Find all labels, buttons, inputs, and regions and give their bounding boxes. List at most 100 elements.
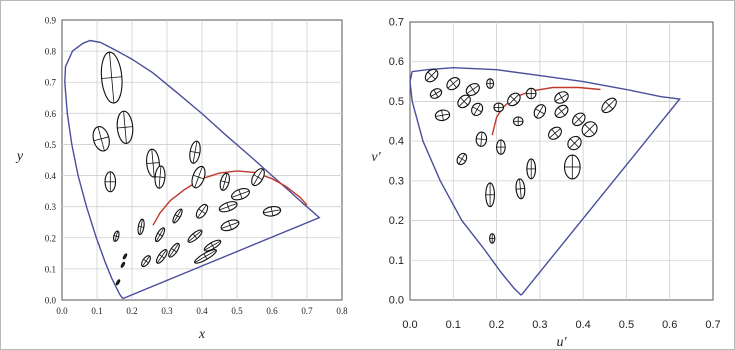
x-tick-label: 0.0 — [56, 306, 68, 316]
macadam-ellipse — [262, 206, 282, 217]
macadam-ellipse — [526, 158, 537, 180]
x-tick-label: 0.4 — [575, 319, 590, 331]
y-tick-label: 0.0 — [389, 295, 404, 307]
x-tick-label: 0.6 — [662, 319, 677, 331]
macadam-ellipse — [155, 248, 168, 264]
x-tick-label: 0.3 — [532, 319, 547, 331]
y-tick-label: 0.7 — [45, 78, 57, 88]
ellipse-minor-axis — [192, 233, 198, 239]
ellipse-minor-axis — [449, 79, 457, 88]
ellipse-minor-axis — [509, 95, 518, 104]
x-tick-label: 0.2 — [489, 319, 504, 331]
x-tick-label: 0.6 — [266, 306, 278, 316]
macadam-ellipse — [154, 227, 166, 243]
macadam-ellipse — [195, 203, 209, 219]
macadam-ellipse — [154, 165, 166, 189]
macadam-ellipse — [485, 182, 495, 208]
macadam-ellipse — [100, 51, 123, 104]
macadam-ellipse — [507, 92, 521, 107]
ellipse-minor-axis — [158, 254, 165, 259]
ellipse-minor-axis — [138, 226, 144, 228]
y-tick-label: 0.3 — [389, 175, 404, 187]
y-tick-label: 0.1 — [45, 264, 56, 274]
macadam-ellipse — [486, 78, 495, 89]
chart-uv-chromaticity: 0.0 0.1 0.2 0.3 0.4 0.5 0.6 0.7 0.0 0.1 0.2 0.3 0.4 0… — [371, 17, 720, 350]
ellipse-minor-axis — [558, 92, 565, 103]
macadam-ellipse — [116, 110, 134, 144]
macadam-ellipse — [456, 152, 468, 166]
plot-area — [409, 21, 714, 301]
macadam-ellipse — [493, 102, 505, 113]
ellipse-minor-axis — [190, 150, 200, 154]
macadam-ellipse — [115, 279, 121, 286]
ellipse-minor-axis — [584, 124, 595, 135]
y-tick-label: 0.6 — [389, 56, 404, 68]
ellipse-minor-axis — [113, 235, 119, 238]
y-tick-label: 0.9 — [45, 16, 57, 26]
macadam-ellipse — [457, 94, 471, 109]
ellipse-minor-axis — [270, 206, 274, 216]
macadam-ellipse — [189, 140, 201, 164]
ellipse-minor-axis — [535, 108, 545, 115]
y-tick-label: 0.3 — [45, 202, 57, 212]
ellipse-minor-axis — [551, 128, 559, 138]
macadam-ellipse — [465, 83, 480, 96]
ellipse-minor-axis — [157, 232, 163, 237]
ellipse-minor-axis — [174, 214, 181, 218]
ellipse-minor-axis — [557, 107, 566, 116]
macadam-ellipse — [554, 91, 569, 104]
y-tick-label: 0.2 — [45, 233, 56, 243]
macadam-ellipse — [471, 102, 484, 117]
ellipse-minor-axis — [253, 174, 263, 180]
macadam-ellipse — [424, 68, 439, 83]
ellipse-minor-axis — [101, 76, 122, 79]
macadam-ellipse — [251, 168, 265, 187]
spectral-locus — [64, 39, 321, 300]
ellipse-minor-axis — [472, 106, 482, 113]
x-tick-label: 0.0 — [402, 319, 417, 331]
ellipse-minor-axis — [457, 156, 466, 162]
macadam-ellipse — [554, 104, 569, 119]
macadam-ellipse — [515, 178, 526, 200]
y-tick-label: 0.2 — [389, 215, 404, 227]
chart-xy-chromaticity: 0.0 0.1 0.2 0.3 0.4 0.5 0.6 0.7 0.8 0.0 0.1 0.2 0.3 0… — [15, 16, 348, 343]
macadam-ellipse — [231, 188, 250, 201]
ellipse-minor-axis — [121, 263, 125, 266]
ellipse-minor-axis — [143, 258, 149, 264]
macadam-ellipse — [92, 126, 110, 152]
macadam-ellipse — [446, 76, 461, 91]
y-axis-label: y — [15, 149, 24, 164]
ellipse-minor-axis — [427, 71, 436, 80]
macadam-ellipse — [172, 208, 183, 224]
macadam-ellipse — [548, 126, 562, 140]
y-tick-label: 0.5 — [389, 96, 404, 108]
macadam-ellipse — [601, 97, 617, 114]
y-tick-label: 0.0 — [45, 296, 57, 306]
x-tick-label: 0.2 — [126, 306, 137, 316]
ellipse-minor-axis — [193, 174, 204, 180]
macadam-ellipse — [187, 229, 203, 243]
macadam-ellipse — [220, 219, 240, 232]
y-tick-label: 0.5 — [45, 140, 57, 150]
y-tick-label: 0.7 — [389, 17, 404, 29]
x-tick-label: 0.8 — [336, 306, 348, 316]
planckian-locus — [152, 170, 308, 226]
y-tick-label: 0.6 — [45, 109, 57, 119]
y-axis-label: v' — [371, 150, 381, 165]
x-tick-label: 0.1 — [446, 319, 461, 331]
macadam-ellipse — [141, 255, 151, 268]
ellipse-minor-axis — [469, 85, 477, 94]
ellipse-minor-axis — [123, 255, 127, 258]
ellipse-minor-axis — [433, 89, 439, 98]
x-axis-label: x — [198, 327, 206, 342]
ellipse-minor-axis — [226, 202, 231, 211]
macadam-ellipse — [429, 88, 443, 99]
macadam-ellipse — [191, 165, 206, 189]
macadam-ellipse — [581, 121, 598, 138]
ellipse-minor-axis — [203, 253, 208, 260]
ellipse-minor-axis — [117, 126, 133, 129]
macadam-ellipse — [137, 218, 145, 236]
macadam-ellipse — [120, 261, 126, 268]
macadam-ellipse — [572, 112, 586, 127]
y-tick-label: 0.8 — [45, 47, 57, 57]
